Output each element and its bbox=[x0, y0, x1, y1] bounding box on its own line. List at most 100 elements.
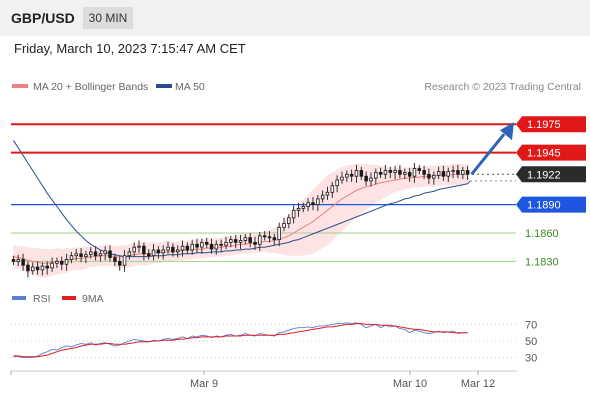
level-tag bbox=[516, 166, 586, 183]
header-bar: GBP/USD 30 MIN bbox=[0, 0, 590, 36]
candle-body bbox=[374, 171, 378, 179]
rsi-line bbox=[13, 322, 468, 359]
time-tick-label: Mar 10 bbox=[393, 378, 427, 390]
candle-body bbox=[238, 240, 243, 243]
candle-body bbox=[224, 241, 228, 246]
candle-body bbox=[277, 226, 281, 241]
candle-body bbox=[30, 266, 35, 272]
candle-body bbox=[156, 249, 161, 254]
forecast-arrow bbox=[470, 122, 514, 176]
candle-body bbox=[427, 173, 431, 179]
level-tag bbox=[516, 144, 586, 161]
candle-body bbox=[108, 250, 112, 258]
candle-body bbox=[118, 260, 122, 266]
candle-body bbox=[422, 170, 426, 175]
candle-body bbox=[378, 171, 383, 175]
candle-body bbox=[79, 253, 83, 258]
candle-body bbox=[272, 237, 277, 240]
candle-body bbox=[335, 179, 339, 187]
candle-body bbox=[180, 245, 185, 251]
candle-body bbox=[209, 243, 214, 250]
candle-body bbox=[35, 266, 40, 271]
timeframe-button[interactable]: 30 MIN bbox=[83, 7, 133, 29]
candle-body bbox=[185, 245, 190, 251]
candle-body bbox=[412, 168, 417, 177]
candle-body bbox=[407, 171, 412, 177]
candle-body bbox=[11, 259, 16, 262]
candle-body bbox=[359, 170, 364, 177]
candle-body bbox=[296, 207, 301, 211]
candle-body bbox=[200, 241, 204, 248]
rsi-ma9-line bbox=[13, 323, 468, 358]
candle-body bbox=[243, 237, 248, 241]
datetime-label: Friday, March 10, 2023 7:15:47 AM CET bbox=[14, 41, 246, 56]
level-label: 1.1945 bbox=[527, 148, 561, 160]
level-lines bbox=[11, 123, 516, 262]
candle-body bbox=[253, 241, 257, 245]
ma50-legend-swatch bbox=[156, 84, 172, 88]
candle-body bbox=[161, 249, 165, 254]
candle-body bbox=[195, 243, 199, 248]
candle-body bbox=[451, 170, 455, 172]
candle-body bbox=[267, 236, 272, 239]
candle-body bbox=[282, 223, 286, 228]
candle-body bbox=[233, 239, 238, 243]
ma50-line-end bbox=[467, 180, 471, 185]
copyright-label: Research © 2023 Trading Central bbox=[424, 81, 581, 93]
ma50-line bbox=[12, 140, 468, 258]
candle-body bbox=[122, 255, 127, 266]
candle-body bbox=[364, 175, 368, 182]
candle-body bbox=[214, 243, 219, 250]
candle-body bbox=[60, 260, 64, 265]
candle-body bbox=[431, 174, 436, 179]
candle-body bbox=[89, 251, 93, 256]
candle-body bbox=[393, 170, 397, 173]
candle-body bbox=[330, 185, 335, 193]
rsi-legend-swatch bbox=[12, 296, 26, 300]
candle-body bbox=[166, 246, 170, 251]
rsi-panel: 70 50 30 bbox=[11, 319, 537, 365]
time-tick-label: Mar 9 bbox=[190, 378, 218, 390]
rsi-tick-label: 30 bbox=[525, 353, 537, 365]
candle-body bbox=[229, 239, 233, 243]
candle-body bbox=[26, 264, 30, 272]
candle-body bbox=[204, 241, 209, 245]
forecast-arrow-line bbox=[470, 133, 506, 176]
support-level-label: 1.1860 bbox=[525, 228, 559, 240]
candle-body bbox=[456, 170, 460, 175]
ma9-legend-label: 9MA bbox=[82, 293, 104, 305]
candle-body bbox=[171, 246, 175, 253]
candle-body bbox=[369, 177, 373, 182]
candle-body bbox=[383, 170, 388, 175]
candle-body bbox=[127, 251, 132, 257]
candle-body bbox=[301, 206, 306, 209]
candle-body bbox=[460, 170, 465, 175]
candle-body bbox=[402, 171, 407, 175]
candle-body bbox=[345, 173, 349, 178]
candle-body bbox=[45, 265, 50, 269]
candle-body bbox=[340, 176, 344, 181]
candle-body bbox=[55, 260, 59, 264]
candle-body bbox=[354, 170, 359, 177]
ma9-legend-swatch bbox=[62, 296, 76, 300]
candle-body bbox=[325, 191, 330, 196]
candle-body bbox=[21, 259, 25, 266]
candle-body bbox=[291, 209, 296, 219]
candle-body bbox=[142, 245, 146, 255]
candle-body bbox=[441, 171, 446, 177]
candle-body bbox=[287, 217, 291, 224]
candle-body bbox=[84, 254, 88, 257]
candle-body bbox=[349, 173, 354, 177]
ma50-legend-label: MA 50 bbox=[175, 81, 205, 93]
ma20-legend-label: MA 20 + Bollinger Bands bbox=[33, 81, 148, 93]
candle-body bbox=[69, 255, 74, 260]
candle-body bbox=[446, 171, 450, 177]
level-label: 1.1975 bbox=[527, 119, 561, 131]
candle-body bbox=[175, 249, 180, 253]
forecast-arrow-head bbox=[500, 122, 514, 141]
candle-body bbox=[248, 237, 252, 243]
level-tag bbox=[516, 116, 586, 133]
candle-body bbox=[398, 170, 402, 175]
candle-body bbox=[40, 265, 45, 271]
